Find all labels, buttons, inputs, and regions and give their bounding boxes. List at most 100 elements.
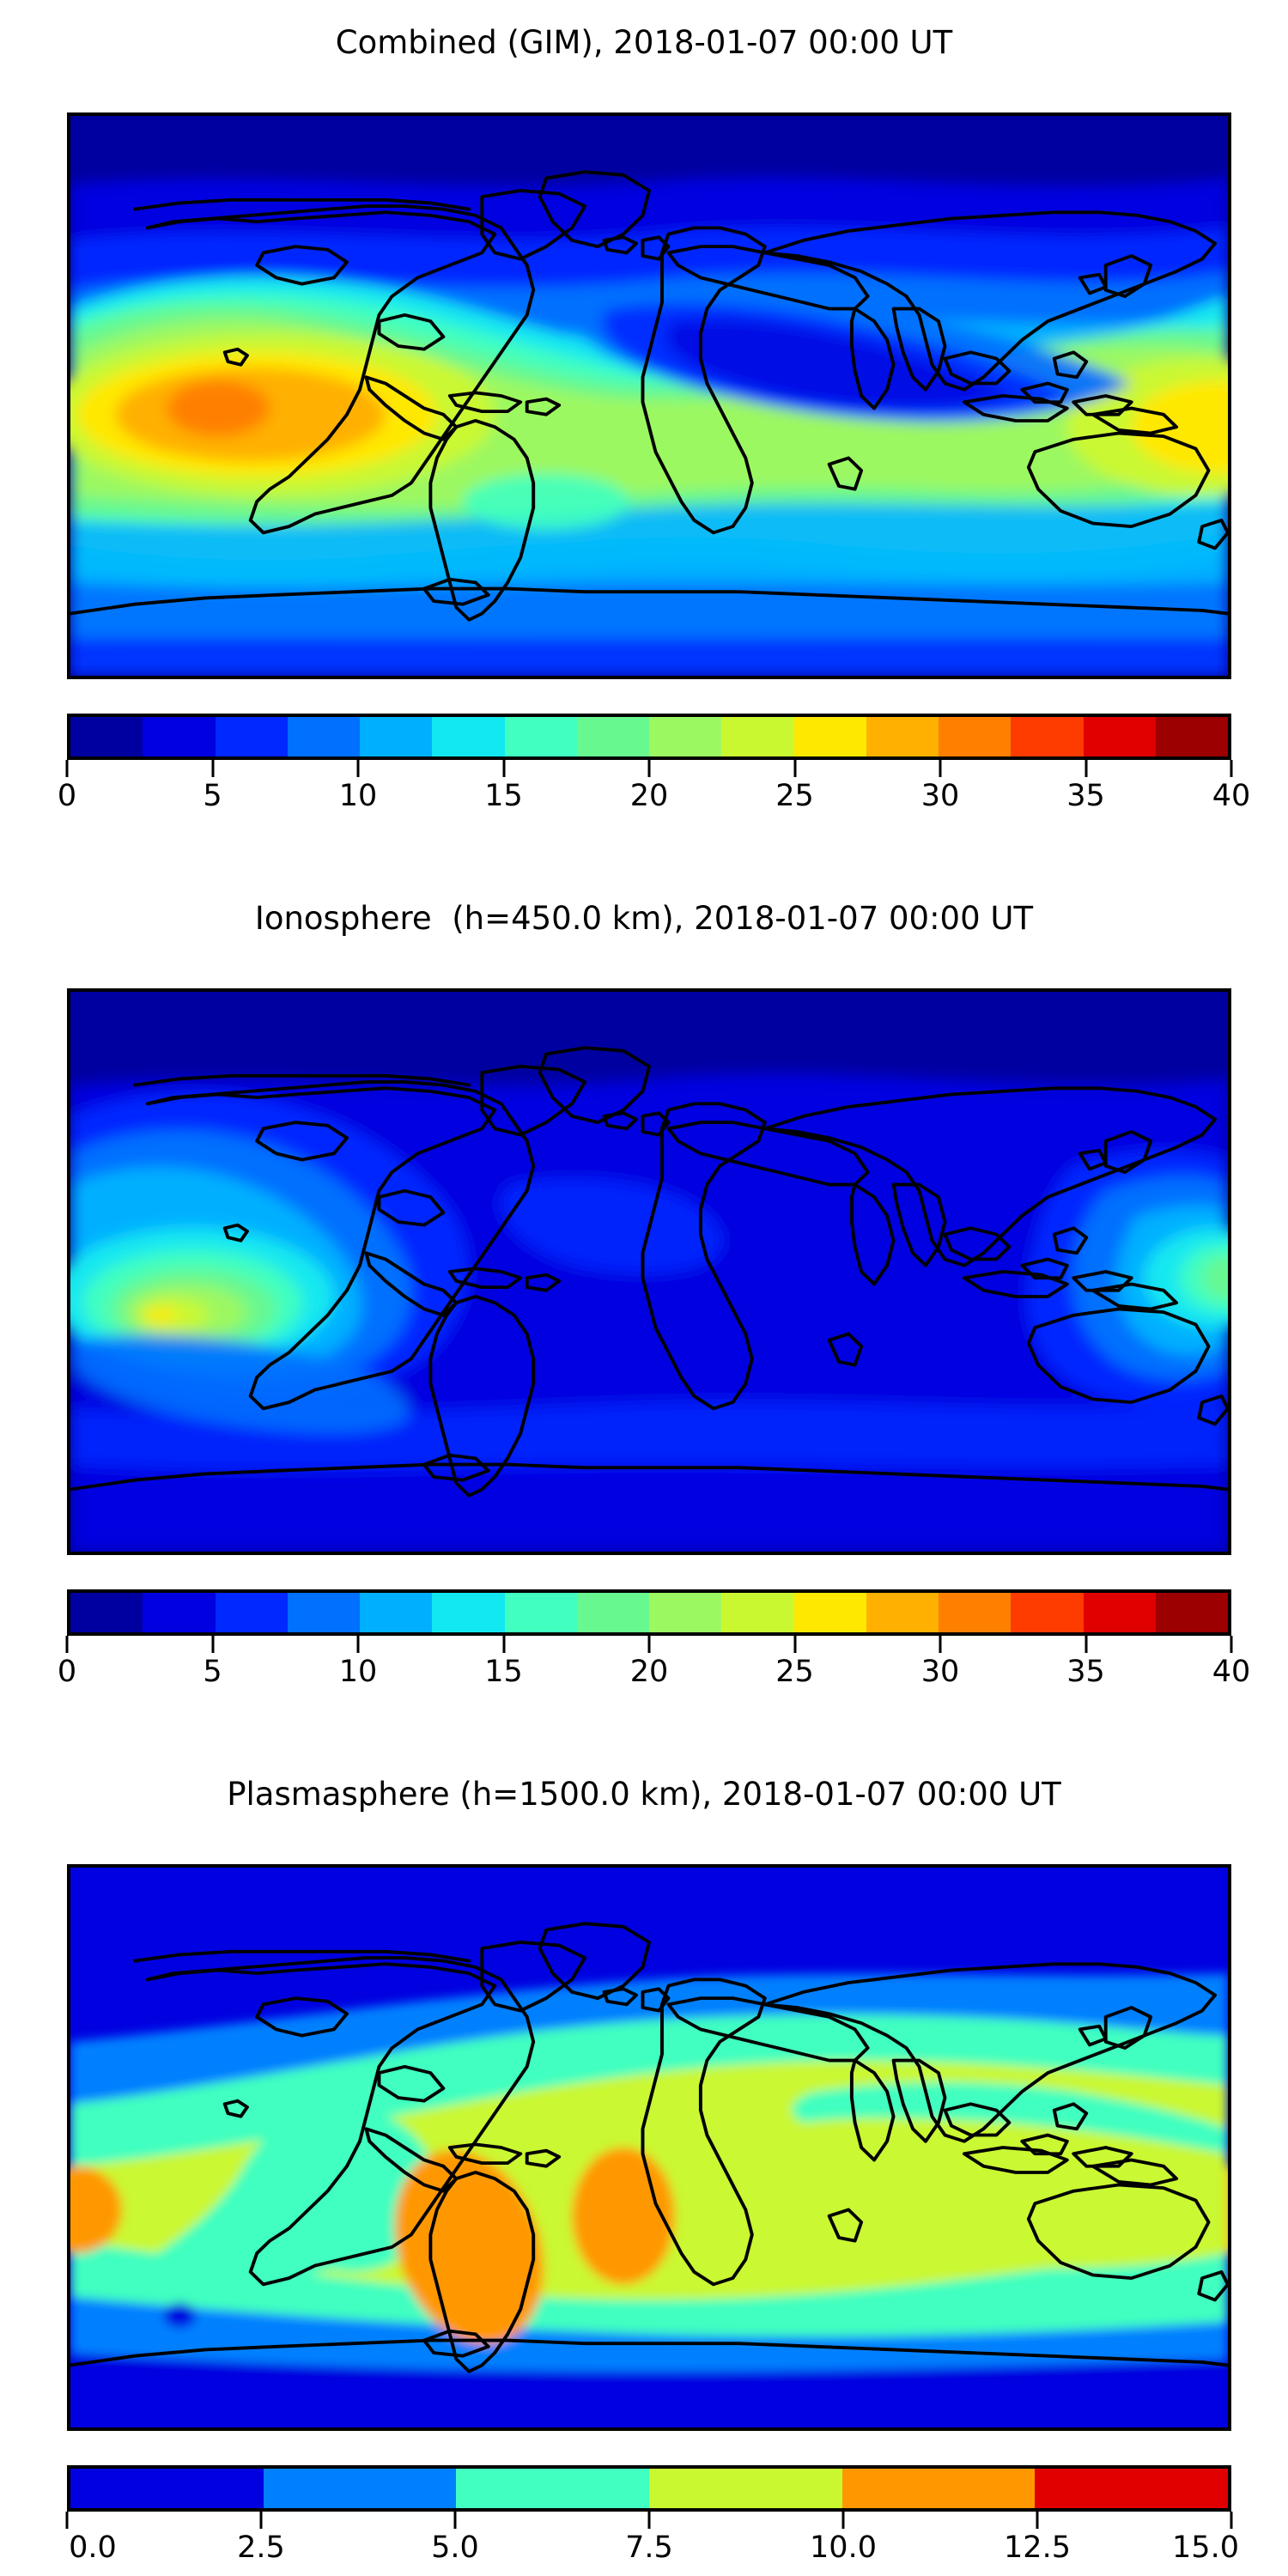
colorbar-band: [1035, 2469, 1229, 2508]
colorbar-gradient-ionosphere: [67, 1589, 1231, 1636]
map-combined-gim: [67, 112, 1231, 679]
tick: [939, 760, 942, 777]
map-field-combined: [70, 116, 1228, 676]
map-field-ionosphere: [70, 992, 1228, 1552]
tick: [1084, 760, 1087, 777]
colorbar-tick-label: 2.5: [237, 2530, 285, 2565]
colorbar-band: [649, 717, 722, 756]
tick: [259, 2512, 263, 2529]
tick: [65, 1636, 69, 1653]
tick: [65, 760, 69, 777]
colorbar-band: [866, 1593, 939, 1632]
tick: [65, 2512, 69, 2529]
colorbar-band: [1155, 1593, 1228, 1632]
colorbar-tick-label: 0: [57, 779, 77, 813]
tick: [356, 1636, 360, 1653]
map-field-plasmasphere: [70, 1868, 1228, 2427]
map-render-area: [70, 992, 1228, 1552]
colorbar-tick-label: 5: [203, 1655, 222, 1689]
colorbar-tick-label: 15.0: [1172, 2530, 1239, 2565]
colorbar-tick-label: 20: [629, 1655, 669, 1689]
colorbar-band: [721, 1593, 794, 1632]
colorbar-band: [841, 2469, 1036, 2508]
colorbar-ticks-ionosphere: [64, 1636, 1233, 1655]
colorbar-gradient-combined: [67, 714, 1231, 760]
colorbar-band: [456, 2469, 650, 2508]
colorbar-band: [70, 2469, 264, 2508]
panel-title-combined: Combined (GIM), 2018-01-07 00:00 UT: [335, 24, 953, 61]
colorbar-tick-label: 15: [484, 779, 523, 813]
panel-title-ionosphere: Ionosphere (h=450.0 km), 2018-01-07 00:0…: [254, 900, 1034, 937]
colorbar-band: [360, 717, 433, 756]
colorbar-band: [1011, 1593, 1084, 1632]
colorbar-band: [939, 717, 1012, 756]
colorbar-combined: 0 5 10 15 20 25 30 35 40: [58, 714, 1250, 818]
colorbar-band: [866, 717, 939, 756]
colorbar-tick-label: 35: [1066, 779, 1105, 813]
colorbar-tick-label: 30: [920, 1655, 960, 1689]
colorbar-band: [287, 1593, 360, 1632]
colorbar-ionosphere: 0 5 10 15 20 25 30 35 40: [58, 1589, 1250, 1694]
colorbar-band: [215, 717, 288, 756]
colorbar-tick-label: 25: [775, 1655, 814, 1689]
colorbar-band: [793, 717, 866, 756]
colorbar-tick-label: 35: [1066, 1655, 1105, 1689]
tick: [647, 2512, 651, 2529]
panel-title-plasmasphere: Plasmasphere (h=1500.0 km), 2018-01-07 0…: [227, 1776, 1061, 1813]
colorbar-band: [287, 717, 360, 756]
colorbar-tick-label: 30: [920, 779, 960, 813]
colorbar-tick-label: 7.5: [625, 2530, 673, 2565]
colorbar-labels-ionosphere: 0 5 10 15 20 25 30 35 40: [58, 1655, 1250, 1694]
map-ionosphere: [67, 988, 1231, 1555]
colorbar-band: [432, 1593, 505, 1632]
colorbar-tick-label: 25: [775, 779, 814, 813]
tick: [647, 1636, 651, 1653]
map-plasmasphere: [67, 1864, 1231, 2431]
colorbar-band: [576, 717, 649, 756]
colorbar-tick-label: 0.0: [69, 2530, 117, 2565]
tick: [502, 1636, 505, 1653]
colorbar-band: [576, 1593, 649, 1632]
colorbar-labels-combined: 0 5 10 15 20 25 30 35 40: [58, 779, 1250, 818]
colorbar-tick-label: 15: [484, 1655, 523, 1689]
tick: [211, 1636, 214, 1653]
tick: [356, 760, 360, 777]
colorbar-tick-label: 10: [338, 779, 378, 813]
tick: [1230, 1636, 1233, 1653]
colorbar-band: [432, 717, 505, 756]
colorbar-band: [70, 1593, 143, 1632]
colorbar-tick-label: 20: [629, 779, 669, 813]
map-render-area: [70, 1868, 1228, 2427]
tick: [841, 2512, 845, 2529]
colorbar-labels-plasmasphere: 0.0 2.5 5.0 7.5 10.0 12.5 15.0: [64, 2530, 1239, 2570]
colorbar-band: [1083, 1593, 1156, 1632]
colorbar-band: [504, 717, 577, 756]
colorbar-band: [939, 1593, 1012, 1632]
colorbar-band: [143, 717, 216, 756]
colorbar-ticks-plasmasphere: [64, 2512, 1233, 2530]
colorbar-band: [1011, 717, 1084, 756]
tick: [211, 760, 214, 777]
map-render-area: [70, 116, 1228, 676]
tick: [939, 1636, 942, 1653]
colorbar-band: [793, 1593, 866, 1632]
tick: [647, 760, 651, 777]
colorbar-band: [263, 2469, 457, 2508]
colorbar-band: [504, 1593, 577, 1632]
colorbar-band: [1155, 717, 1228, 756]
tick: [793, 1636, 796, 1653]
colorbar-tick-label: 5: [203, 779, 222, 813]
colorbar-gradient-plasmasphere: [67, 2465, 1231, 2512]
colorbar-band: [649, 2469, 842, 2508]
colorbar-plasmasphere: 0.0 2.5 5.0 7.5 10.0 12.5 15.0: [65, 2465, 1239, 2570]
tick: [502, 760, 505, 777]
tick: [1230, 2512, 1233, 2529]
colorbar-band: [70, 717, 143, 756]
tick: [1036, 2512, 1039, 2529]
colorbar-band: [143, 1593, 216, 1632]
colorbar-band: [649, 1593, 722, 1632]
tick: [453, 2512, 457, 2529]
colorbar-ticks-combined: [64, 760, 1233, 779]
colorbar-tick-label: 40: [1212, 1655, 1251, 1689]
